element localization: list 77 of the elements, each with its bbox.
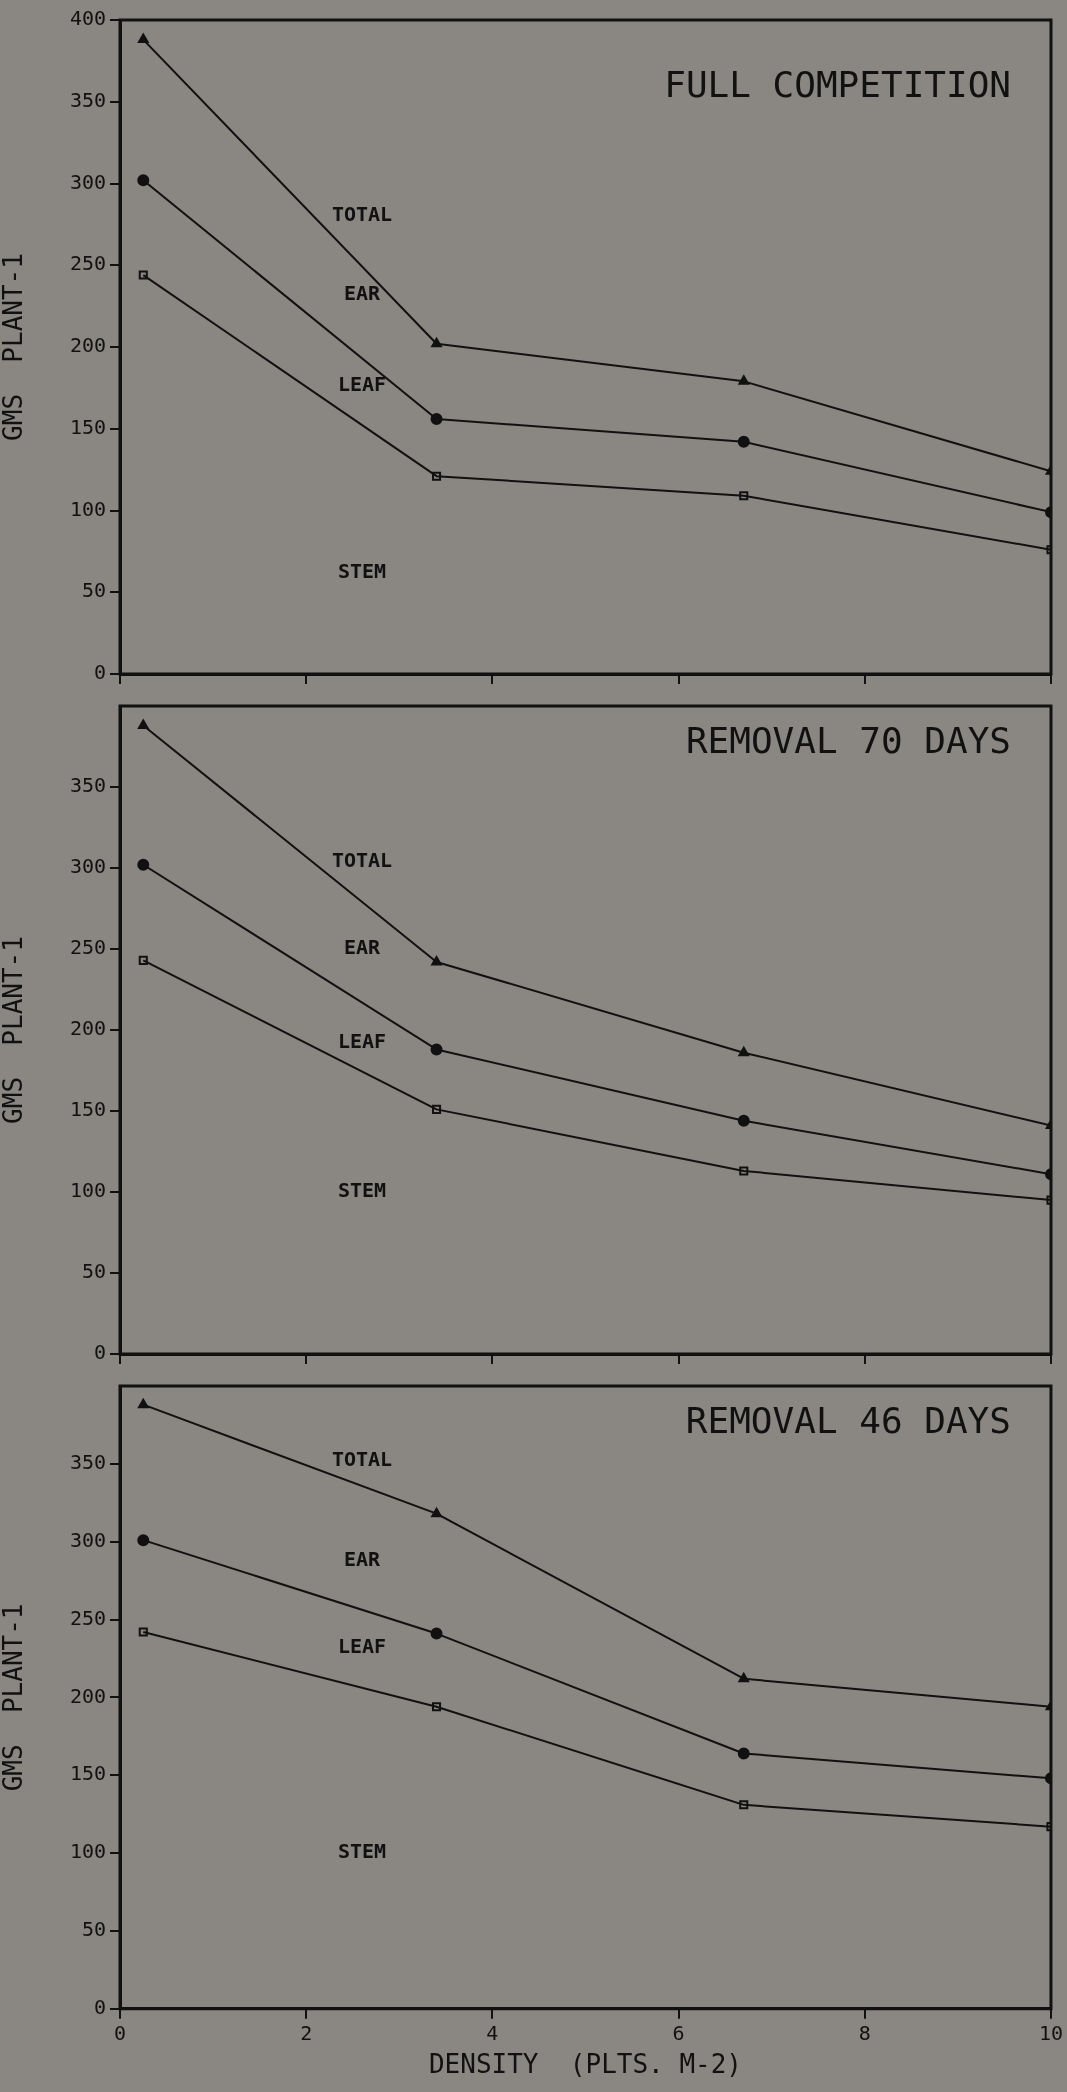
point: [137, 1398, 149, 1409]
chart-title: REMOVAL 46 DAYS: [685, 1400, 1011, 1442]
point: [137, 33, 149, 44]
y-tick-label: 350: [69, 1450, 106, 1475]
y-axis-title: GMS PLANT-1: [0, 1603, 29, 1792]
x-tick-label: 4: [486, 2021, 499, 2045]
point: [432, 1104, 442, 1114]
y-tick-label: 150: [69, 1097, 106, 1122]
y-tick-label: 200: [69, 1016, 106, 1041]
x-tick-label: 6: [672, 2021, 685, 2045]
point: [738, 375, 750, 385]
y-tick-label: 150: [69, 1761, 106, 1786]
point: [739, 1166, 749, 1176]
annotation: STEM: [337, 558, 387, 583]
annotation: TOTAL: [331, 1446, 393, 1471]
point: [739, 491, 749, 501]
annotation: EAR: [344, 935, 382, 960]
point: [430, 412, 443, 425]
point: [138, 1627, 148, 1637]
y-tick-label: 300: [69, 854, 106, 879]
point: [737, 435, 750, 448]
y-tick-label: 0: [93, 660, 106, 685]
y-tick-label: 0: [93, 1340, 106, 1365]
annotation: TOTAL: [331, 202, 393, 227]
point: [138, 270, 148, 280]
x-tick-label: 10: [1038, 2021, 1064, 2045]
y-axis-title: GMS PLANT-1: [0, 936, 29, 1124]
text: FULL COMPETITION: [664, 64, 1011, 106]
annotation: STEM: [337, 1178, 387, 1203]
y-tick-label: 300: [69, 1527, 106, 1552]
y-tick-label: 250: [69, 1605, 106, 1630]
point: [737, 1747, 750, 1760]
annotation: LEAF: [337, 1029, 387, 1054]
point: [430, 1627, 443, 1640]
annotation: STEM: [337, 1839, 387, 1864]
point: [137, 719, 149, 729]
y-tick-label: 350: [69, 87, 106, 112]
y-axis-title: GMS PLANT-1: [0, 253, 29, 441]
y-tick-label: 100: [69, 496, 106, 521]
y-tick-label: 50: [81, 1259, 106, 1284]
x-axis-title: DENSITY (PLTS. M-2): [428, 2049, 743, 2080]
y-tick-label: 350: [69, 773, 106, 798]
annotation: EAR: [344, 280, 382, 305]
annotation: TOTAL: [331, 847, 393, 872]
y-tick-label: 150: [69, 414, 106, 439]
x-tick-label: 8: [858, 2021, 871, 2045]
point: [430, 1043, 443, 1056]
y-tick-label: 400: [69, 6, 106, 31]
point: [431, 337, 442, 348]
y-tick-label: 200: [69, 1683, 106, 1708]
point: [739, 1800, 749, 1810]
point: [738, 1672, 750, 1683]
x-tick-label: 0: [113, 2021, 127, 2045]
point: [737, 1114, 750, 1127]
y-tick-label: 50: [81, 1917, 106, 1942]
point: [137, 174, 150, 187]
point: [137, 858, 150, 871]
point: [431, 955, 442, 966]
point: [738, 1046, 750, 1057]
point: [432, 471, 442, 481]
annotation: EAR: [343, 1546, 382, 1571]
y-tick-label: 50: [81, 578, 106, 603]
y-tick-label: 250: [69, 935, 106, 960]
point: [431, 1702, 442, 1712]
y-tick-label: 300: [69, 169, 106, 194]
y-tick-label: 0: [93, 1995, 106, 2019]
point: [138, 955, 148, 965]
point: [431, 1507, 442, 1518]
y-tick-label: 100: [69, 1839, 106, 1864]
point: [137, 1534, 150, 1547]
annotation: LEAF: [337, 372, 387, 397]
y-tick-label: 250: [69, 251, 106, 276]
chart-title: REMOVAL 70 DAYS: [685, 720, 1011, 762]
x-tick-label: 2: [300, 2021, 313, 2045]
annotation: LEAF: [337, 1633, 387, 1658]
y-tick-label: 200: [69, 333, 106, 358]
y-tick-label: 100: [69, 1178, 106, 1203]
